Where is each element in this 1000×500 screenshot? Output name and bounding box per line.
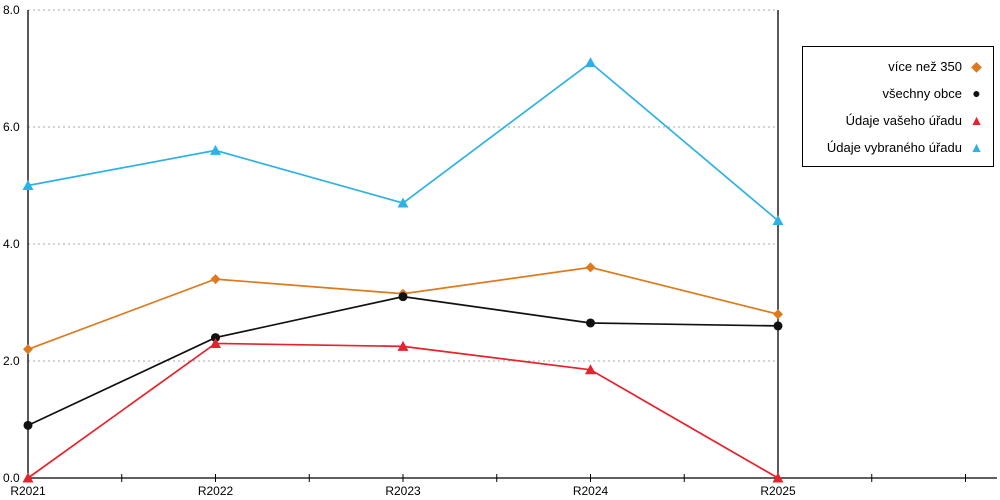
legend-label: více než 350 — [888, 58, 962, 74]
marker-circle — [398, 292, 408, 302]
marker-triangle — [210, 337, 221, 348]
y-axis-tick-label: 0.0 — [3, 471, 20, 485]
legend-marker-triangle-icon: ▲ — [969, 112, 984, 128]
y-axis-tick-label: 4.0 — [3, 237, 20, 251]
marker-triangle — [585, 57, 596, 68]
marker-triangle — [22, 472, 34, 483]
marker-triangle — [585, 364, 596, 375]
marker-triangle — [397, 340, 409, 351]
series-line — [27, 61, 779, 222]
marker-circle — [773, 321, 783, 331]
marker-diamond — [585, 262, 596, 273]
marker-triangle — [210, 144, 221, 155]
marker-circle — [23, 420, 33, 430]
y-axis-tick-label: 6.0 — [3, 120, 20, 134]
marker-triangle — [397, 197, 409, 208]
legend-item: více než 350 ◆ — [812, 57, 984, 75]
x-axis-tick-label: R2024 — [573, 484, 609, 498]
marker-circle — [211, 333, 220, 343]
legend-label: Údaje vybraného úřadu — [826, 139, 962, 155]
legend-marker-triangle-icon: ▲ — [969, 139, 984, 155]
marker-triangle — [772, 472, 784, 483]
legend-item: Údaje vybraného úřadu ▲ — [812, 138, 984, 156]
series-line — [27, 342, 779, 479]
marker-circle — [586, 318, 595, 328]
series-line — [27, 266, 779, 351]
marker-diamond — [23, 344, 33, 355]
marker-diamond — [773, 309, 783, 320]
x-axis-tick-label: R2025 — [760, 484, 796, 498]
legend: více než 350 ◆ všechny obce ● Údaje vašeho ú… — [802, 46, 994, 167]
legend-marker-circle-icon: ● — [972, 85, 981, 101]
legend-item: všechny obce ● — [812, 84, 984, 102]
y-axis-tick-label: 2.0 — [3, 354, 20, 368]
x-axis-tick-label: R2023 — [385, 484, 421, 498]
marker-diamond — [210, 274, 221, 285]
legend-label: všechny obce — [882, 85, 963, 101]
y-axis-tick-label: 8.0 — [3, 3, 20, 17]
marker-triangle — [22, 180, 34, 190]
marker-triangle — [772, 215, 784, 226]
legend-item: Údaje vašeho úřadu ▲ — [812, 111, 984, 129]
x-axis-tick-label: R2021 — [10, 484, 46, 498]
x-axis-tick-label: R2022 — [198, 484, 234, 498]
legend-marker-diamond-icon: ◆ — [971, 58, 982, 74]
legend-label: Údaje vašeho úřadu — [845, 112, 962, 128]
